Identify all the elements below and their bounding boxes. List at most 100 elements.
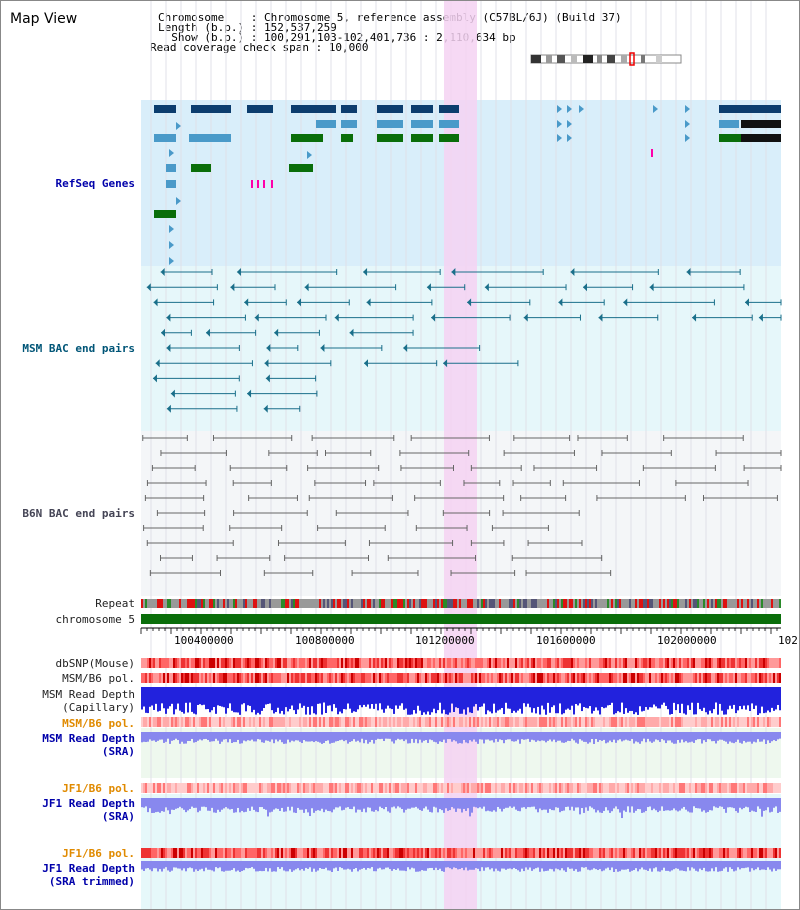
refseq-gene bbox=[377, 105, 403, 113]
jf1-sra-depth bbox=[531, 798, 533, 807]
jf1-b6-pol bbox=[329, 783, 331, 793]
msm-b6-polymorphism bbox=[357, 673, 359, 683]
jf1-sra-depth bbox=[349, 798, 351, 809]
jf1-b6-pol-trimmed bbox=[343, 848, 345, 858]
dbsnp-density bbox=[733, 658, 735, 668]
msm-sra-depth bbox=[727, 732, 729, 744]
repeat-element bbox=[315, 599, 317, 608]
jf1-b6-pol-trimmed bbox=[465, 848, 467, 858]
refseq-gene bbox=[411, 134, 433, 142]
repeat-element bbox=[479, 599, 481, 608]
dbsnp-density bbox=[535, 658, 537, 668]
jf1-sra-depth bbox=[503, 798, 505, 809]
jf1-b6-pol bbox=[491, 783, 493, 793]
jf1-b6-pol-trimmed bbox=[337, 848, 339, 858]
msm-capillary-depth bbox=[459, 687, 461, 714]
jf1-b6-pol-trimmed bbox=[271, 848, 273, 858]
jf1-b6-pol-trimmed bbox=[471, 848, 473, 858]
jf1-b6-pol bbox=[277, 783, 279, 793]
repeat-element bbox=[629, 599, 631, 608]
msm-b6-polymorphism bbox=[177, 673, 179, 683]
jf1-b6-pol bbox=[397, 783, 399, 793]
dbsnp-density bbox=[155, 658, 157, 668]
msm-sra-depth bbox=[575, 732, 577, 743]
b6n-bac-end-pairs-label[interactable]: B6N BAC end pairs bbox=[22, 507, 135, 520]
repeat-element bbox=[421, 599, 423, 608]
msm-capillary-depth bbox=[557, 687, 559, 714]
repeat-element bbox=[467, 599, 469, 608]
dbsnp-density bbox=[537, 658, 539, 668]
jf1-b6-pol-trimmed bbox=[373, 848, 375, 858]
jf1-b6-pol bbox=[365, 783, 367, 793]
jf1-trimmed-depth bbox=[193, 861, 195, 872]
dbsnp-density bbox=[721, 658, 723, 668]
msm-capillary-depth bbox=[589, 687, 591, 707]
msm-sra-depth bbox=[571, 732, 573, 739]
jf1-trimmed-depth bbox=[313, 861, 315, 869]
msm-sra-depth bbox=[411, 732, 413, 739]
msm-bac-end-pairs-label[interactable]: MSM BAC end pairs bbox=[22, 342, 135, 355]
jf1-trimmed-depth bbox=[409, 861, 411, 870]
msm-capillary-depth bbox=[519, 687, 521, 709]
repeat-element bbox=[499, 599, 501, 608]
jf1-sra-depth bbox=[635, 798, 637, 811]
msm-sra-depth bbox=[539, 732, 541, 742]
ideogram-band bbox=[557, 55, 565, 63]
msm-capillary-depth bbox=[175, 687, 177, 710]
repeat-element bbox=[735, 599, 737, 608]
jf1-trimmed-depth bbox=[725, 861, 727, 868]
msm-sra-depth bbox=[365, 732, 367, 740]
jf1-trimmed-depth bbox=[715, 861, 717, 868]
msm-sra-depth bbox=[259, 732, 261, 740]
msm-b6-pol-sra bbox=[629, 717, 631, 727]
msm-b6-pol-sra bbox=[643, 717, 645, 727]
jf1-sra-depth bbox=[671, 798, 673, 811]
jf1-b6-pol bbox=[409, 783, 411, 793]
repeat-element bbox=[287, 599, 289, 608]
jf1-b6-pol bbox=[773, 783, 775, 793]
gene-arrow bbox=[557, 134, 562, 142]
dbsnp-density bbox=[387, 658, 389, 668]
jf1-b6-pol bbox=[151, 783, 153, 793]
msm-capillary-depth bbox=[157, 687, 159, 712]
jf1-b6-pol bbox=[207, 783, 209, 793]
msm-capillary-depth bbox=[555, 687, 557, 714]
jf1-b6-pol-trimmed bbox=[273, 848, 275, 858]
msm-b6-pol-sra bbox=[595, 717, 597, 727]
jf1-trimmed-depth bbox=[587, 861, 589, 870]
jf1-b6-pol-trimmed bbox=[611, 848, 613, 858]
msm-b6-pol-sra bbox=[149, 717, 151, 727]
jf1-trimmed-depth bbox=[661, 861, 663, 871]
jf1-b6-pol bbox=[681, 783, 683, 793]
msm-b6-polymorphism bbox=[537, 673, 539, 683]
repeat-element bbox=[645, 599, 647, 608]
repeat-element bbox=[553, 599, 555, 608]
repeat-element bbox=[549, 599, 551, 608]
refseq-genes-label[interactable]: RefSeq Genes bbox=[55, 177, 135, 190]
jf1-b6-pol bbox=[767, 783, 769, 793]
repeat-element bbox=[181, 599, 183, 608]
jf1-b6-pol bbox=[203, 783, 205, 793]
msm-b6-pol-sra bbox=[355, 717, 357, 727]
msm-b6-pol-sra bbox=[167, 717, 169, 727]
jf1-b6-pol-trimmed bbox=[253, 848, 255, 858]
msm-b6-pol-sra bbox=[617, 717, 619, 727]
jf1-b6-pol bbox=[527, 783, 529, 793]
jf1-sra-depth bbox=[421, 798, 423, 811]
msm-sra-depth bbox=[253, 732, 255, 742]
jf1-sra-depth bbox=[183, 798, 185, 810]
msm-sra-depth bbox=[383, 732, 385, 742]
dbsnp-density bbox=[631, 658, 633, 668]
bac-end-marker bbox=[451, 268, 456, 276]
msm-b6-pol-sra bbox=[601, 717, 603, 727]
jf1-trimmed-depth bbox=[517, 861, 519, 871]
dbsnp-density bbox=[779, 658, 781, 668]
msm-b6-polymorphism bbox=[187, 673, 189, 683]
jf1-sra-depth bbox=[571, 798, 573, 807]
jf1-trimmed-depth bbox=[777, 861, 779, 870]
msm-b6-polymorphism bbox=[301, 673, 303, 683]
repeat-element bbox=[727, 599, 729, 608]
dbsnp-density bbox=[475, 658, 477, 668]
jf1-trimmed-depth bbox=[673, 861, 675, 870]
